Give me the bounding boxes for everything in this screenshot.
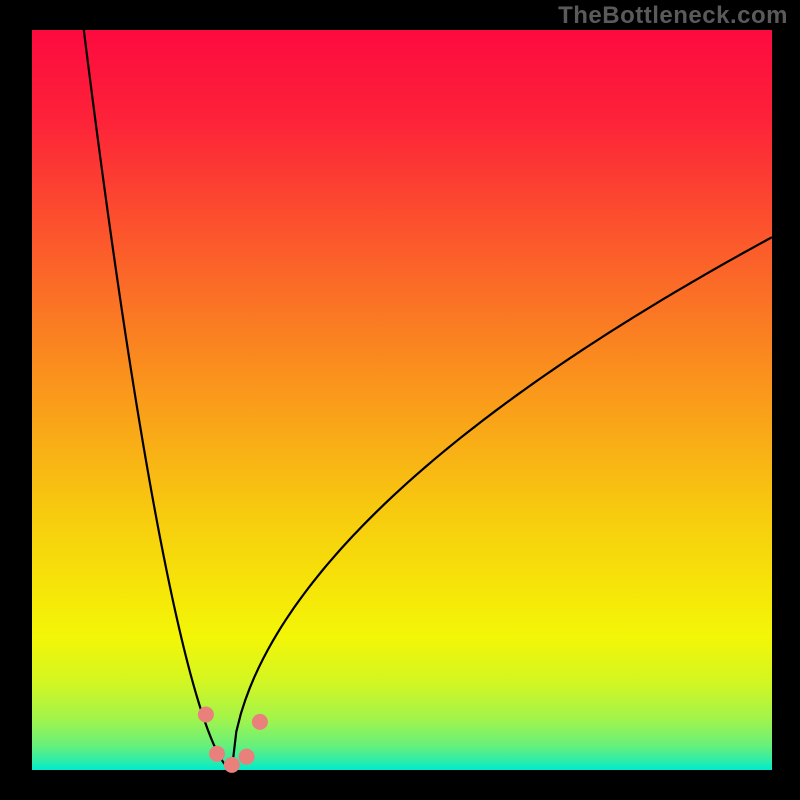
valley-marker (239, 749, 255, 765)
valley-marker (252, 714, 268, 730)
valley-marker (224, 757, 240, 773)
valley-marker (198, 707, 214, 723)
watermark-text: TheBottleneck.com (558, 2, 788, 30)
valley-marker (209, 746, 225, 762)
